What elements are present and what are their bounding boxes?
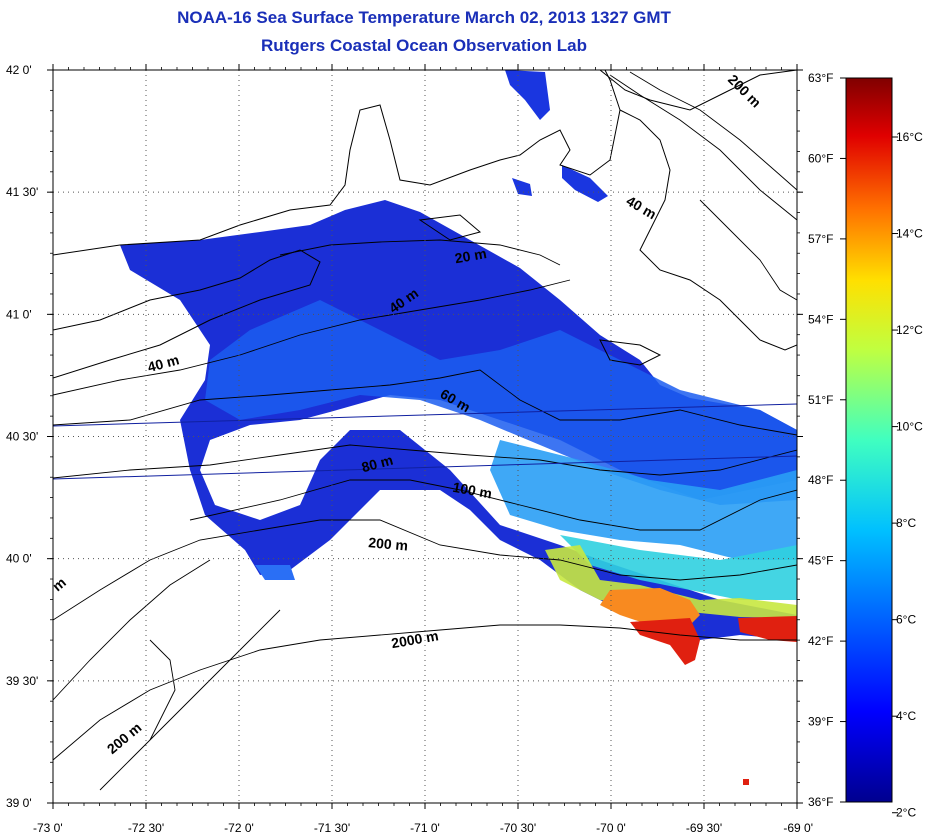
long-island-coast	[53, 249, 321, 379]
celsius-tick-label: 6°C	[896, 613, 916, 627]
celsius-tick-label: 12°C	[896, 323, 923, 337]
map-title: NOAA-16 Sea Surface Temperature March 02…	[177, 8, 671, 27]
coastline	[53, 70, 797, 379]
contour-label: m	[49, 574, 69, 594]
lon-tick-label: -70 30'	[500, 821, 536, 835]
celsius-tick-label: 2°C	[896, 806, 916, 820]
sst-south-patch	[255, 565, 295, 580]
sst-north-patch-1	[505, 70, 550, 120]
sst-cold-core	[120, 200, 797, 640]
sst-warm-red-3	[743, 779, 749, 785]
contour-gom-2	[629, 71, 797, 191]
fahrenheit-tick-label: 57°F	[808, 232, 833, 246]
bathymetry-contours	[53, 71, 797, 791]
fahrenheit-tick-label: 60°F	[808, 151, 833, 165]
fahrenheit-tick-label: 63°F	[808, 71, 833, 85]
fahrenheit-tick-label: 45°F	[808, 554, 833, 568]
contour-canyon	[149, 639, 176, 741]
contour-label: 200 m	[368, 534, 409, 553]
celsius-tick-label: 8°C	[896, 516, 916, 530]
sst-light-band	[490, 440, 797, 560]
maine-coast	[599, 70, 797, 111]
lat-tick-label: 41 30'	[6, 185, 38, 199]
fahrenheit-tick-label: 51°F	[808, 393, 833, 407]
lat-tick-label: 40 30'	[6, 430, 38, 444]
cape-cod	[619, 109, 797, 351]
lat-tick-label: 39 30'	[6, 674, 38, 688]
lat-tick-label: 41 0'	[6, 307, 32, 321]
contour-20m	[279, 239, 561, 266]
islands-2	[599, 339, 662, 366]
contour-label: 20 m	[454, 245, 488, 266]
contour-60m	[53, 369, 797, 436]
sst-north-patch-3	[512, 178, 532, 196]
contour-40m	[53, 279, 571, 396]
contour-gom-1	[609, 74, 797, 221]
sst-mid-band	[205, 300, 797, 505]
fahrenheit-tick-label: 54°F	[808, 312, 833, 326]
lon-tick-label: -72 0'	[224, 821, 254, 835]
swath-line-2	[53, 455, 797, 480]
sst-cyan-band	[560, 535, 797, 600]
fahrenheit-tick-label: 36°F	[808, 795, 833, 809]
map-subtitle: Rutgers Coastal Ocean Observation Lab	[261, 36, 587, 55]
contour-200m-a	[53, 519, 797, 621]
lon-tick-label: -70 0'	[596, 821, 626, 835]
celsius-tick-label: 4°C	[896, 709, 916, 723]
lon-tick-label: -69 0'	[783, 821, 813, 835]
celsius-tick-label: 10°C	[896, 420, 923, 434]
contour-label: 100 m	[451, 479, 493, 502]
colorbar	[845, 77, 893, 803]
contour-label: 200 m	[725, 71, 764, 110]
contour-2000m	[53, 624, 797, 761]
sst-north-patch-2	[562, 165, 608, 202]
sst-warm-red-1	[630, 618, 700, 665]
graticule	[53, 70, 797, 803]
contour-200m-b	[99, 609, 281, 791]
celsius-tick-label: 14°C	[896, 227, 923, 241]
colorbar-ticks: 63°F 60°F 57°F 54°F 51°F 48°F 45°F 42°F 39°F 36°F…	[808, 71, 923, 820]
islands-1	[418, 214, 482, 241]
contour-label: 40 m	[624, 192, 660, 222]
sst-warm-red-2	[738, 616, 797, 642]
fahrenheit-tick-label: 39°F	[808, 715, 833, 729]
contour-80m	[53, 444, 797, 479]
contour-100m	[189, 479, 797, 531]
sst-warm-orange	[600, 588, 700, 625]
contour-offshore-a	[53, 559, 211, 701]
fahrenheit-tick-label: 48°F	[808, 473, 833, 487]
contour-label: 80 m	[360, 452, 395, 476]
lat-tick-label: 42 0'	[6, 63, 32, 77]
contour-label: 40 m	[146, 351, 181, 375]
southern-new-england-coast	[53, 70, 621, 256]
lat-tick-label: 40 0'	[6, 552, 32, 566]
lon-tick-label: -71 30'	[314, 821, 350, 835]
fahrenheit-tick-label: 42°F	[808, 634, 833, 648]
lon-tick-label: -73 0'	[33, 821, 63, 835]
lat-tick-label: 39 0'	[6, 796, 32, 810]
lon-tick-label: -71 0'	[410, 821, 440, 835]
lon-tick-label: -72 30'	[128, 821, 164, 835]
celsius-tick-label: 16°C	[896, 130, 923, 144]
contour-label: 2000 m	[390, 627, 440, 651]
contour-gom-3	[699, 199, 797, 301]
sst-field	[120, 70, 797, 785]
lon-tick-label: -69 30'	[686, 821, 722, 835]
map-axes: 42 0'41 30'41 0'40 30'40 0'39 30'39 0'-7…	[6, 63, 813, 835]
